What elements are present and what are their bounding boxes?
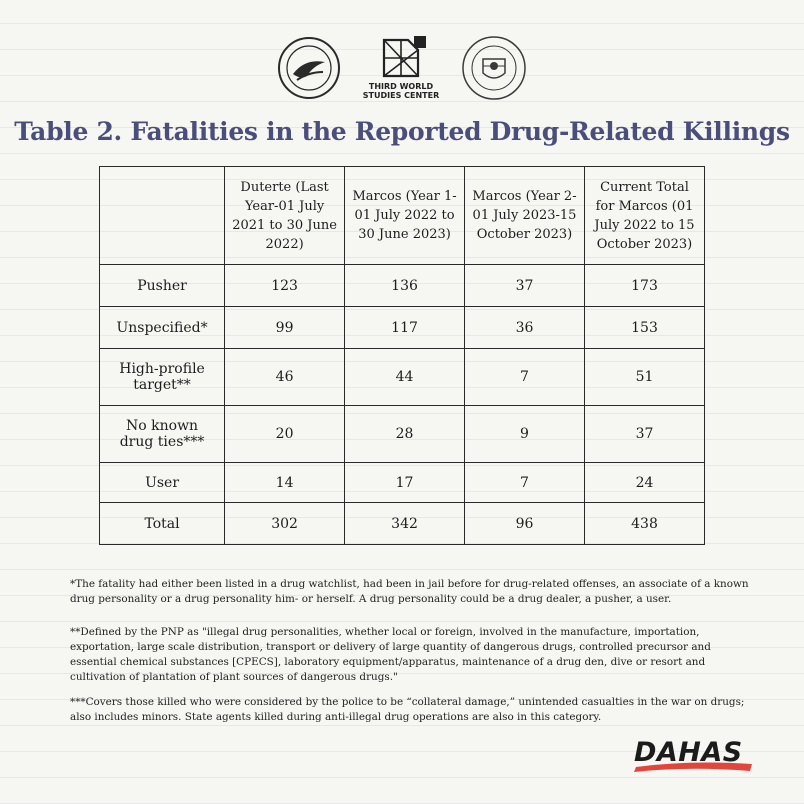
table-cell: 153 xyxy=(584,306,705,349)
table-cell: 173 xyxy=(584,264,705,307)
table-header-row: Duterte (Last Year-01 July 2021 to 30 Ju… xyxy=(98,166,705,265)
header-marcos-year-1: Marcos (Year 1-01 July 2022 to 30 June 2… xyxy=(344,166,466,265)
table-row-pusher: Pusher 123 136 37 173 xyxy=(98,264,705,307)
header-marcos-year-2: Marcos (Year 2-01 July 2023-15 October 2… xyxy=(464,166,585,265)
twsc-line-2: STUDIES CENTER xyxy=(362,91,440,100)
table-cell: 24 xyxy=(584,462,705,503)
table-row-unspecified: Unspecified* 99 117 36 153 xyxy=(98,306,705,349)
table-cell: 36 xyxy=(464,306,585,349)
table-cell: 20 xyxy=(224,405,346,463)
table-cell: 302 xyxy=(224,502,346,545)
row-label: Pusher xyxy=(98,264,226,307)
table-cell: 117 xyxy=(344,306,466,349)
table-cell: 9 xyxy=(464,405,585,463)
footnote-2: **Defined by the PNP as "illegal drug pe… xyxy=(70,626,711,683)
row-label: Total xyxy=(98,502,226,545)
table-cell: 7 xyxy=(464,348,585,406)
table-cell: 7 xyxy=(464,462,585,503)
table-cell: 96 xyxy=(464,502,585,545)
footnote-1: *The fatality had either been listed in … xyxy=(70,578,749,605)
logo-strip: THIRD WORLD STUDIES CENTER xyxy=(0,33,804,103)
twsc-line-1: THIRD WORLD xyxy=(368,82,434,91)
fatalities-table: Duterte (Last Year-01 July 2021 to 30 Ju… xyxy=(98,166,705,545)
row-label: User xyxy=(98,462,226,503)
footnote-3: ***Covers those killed who were consider… xyxy=(70,696,745,723)
row-label: No known drug ties*** xyxy=(98,405,226,463)
header-empty xyxy=(98,166,226,265)
table-cell: 37 xyxy=(464,264,585,307)
row-label: Unspecified* xyxy=(98,306,226,349)
table-row-user: User 14 17 7 24 xyxy=(98,462,705,503)
table-row-high-profile: High-profile target** 46 44 7 51 xyxy=(98,348,705,406)
table-row-total: Total 302 342 96 438 xyxy=(98,502,705,545)
third-world-studies-center-logo: THIRD WORLD STUDIES CENTER xyxy=(363,36,439,100)
table-cell: 17 xyxy=(344,462,466,503)
table-cell: 123 xyxy=(224,264,346,307)
svg-text:DAHAS: DAHAS xyxy=(634,737,743,768)
college-social-sciences-seal xyxy=(277,36,341,100)
header-duterte-last-year: Duterte (Last Year-01 July 2021 to 30 Ju… xyxy=(224,166,346,265)
row-label: High-profile target** xyxy=(98,348,226,406)
table-cell: 14 xyxy=(224,462,346,503)
table-cell: 51 xyxy=(584,348,705,406)
table-cell: 46 xyxy=(224,348,346,406)
table-row-no-known-ties: No known drug ties*** 20 28 9 37 xyxy=(98,405,705,463)
table-cell: 37 xyxy=(584,405,705,463)
table-cell: 136 xyxy=(344,264,466,307)
header-marcos-total: Current Total for Marcos (01 July 2022 t… xyxy=(584,166,705,265)
table-cell: 99 xyxy=(224,306,346,349)
page-title: Table 2. Fatalities in the Reported Drug… xyxy=(14,117,790,146)
table-cell: 44 xyxy=(344,348,466,406)
table-cell: 28 xyxy=(344,405,466,463)
university-philippines-seal xyxy=(461,35,527,101)
table-cell: 438 xyxy=(584,502,705,545)
table-cell: 342 xyxy=(344,502,466,545)
dahas-logo: DAHAS xyxy=(630,733,760,773)
